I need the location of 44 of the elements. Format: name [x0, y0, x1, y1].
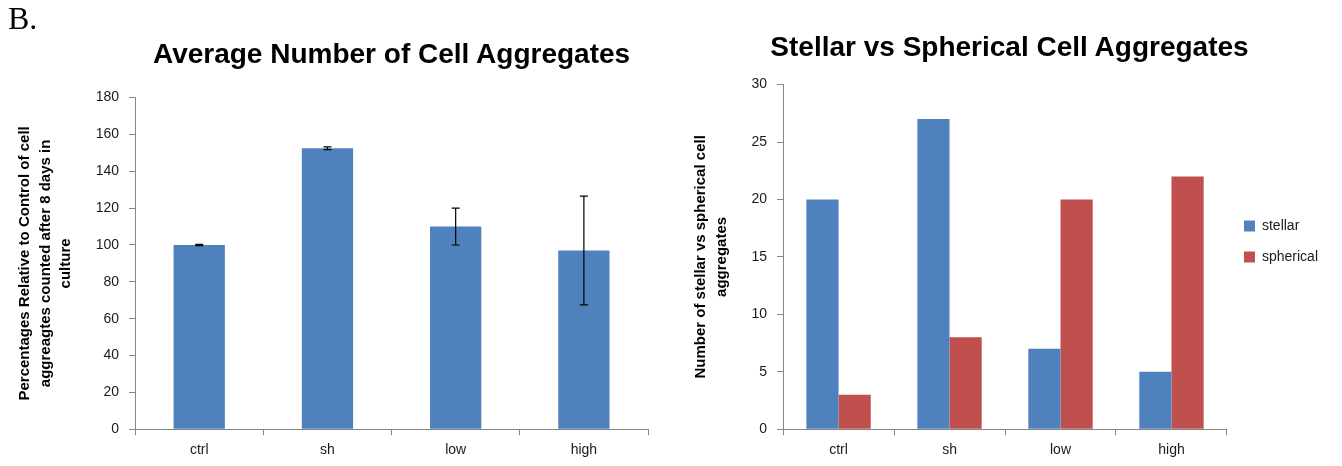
- chart-title: Average Number of Cell Aggregates: [152, 37, 631, 69]
- y-tick-label: 40: [103, 346, 120, 363]
- y-tick-label: 0: [111, 420, 120, 437]
- bar: [430, 226, 482, 429]
- bar: [949, 337, 982, 429]
- x-tick-label: low: [1050, 441, 1072, 458]
- y-axis-title: Percentages Relative to Control of cell aggreagtes counted after 8 days in culture: [15, 126, 73, 401]
- x-tick-label: sh: [320, 441, 335, 458]
- y-tick-label: 160: [95, 125, 120, 142]
- y-tick-label: 10: [751, 305, 768, 322]
- bar: [838, 394, 871, 429]
- y-tick-label: 120: [95, 198, 120, 215]
- x-tick-label: low: [445, 441, 468, 458]
- bar: [806, 199, 839, 429]
- y-tick-label: 60: [103, 309, 120, 326]
- y-tick-label: 80: [103, 272, 120, 289]
- bar: [558, 250, 610, 429]
- y-tick-label: 180: [95, 88, 120, 105]
- y-tick-label: 20: [103, 383, 120, 400]
- y-tick-label: 0: [759, 420, 768, 437]
- bar: [301, 148, 354, 429]
- bar: [173, 244, 225, 429]
- x-tick-label: high: [570, 441, 598, 458]
- bar: [1060, 199, 1093, 429]
- y-axis-title: Number of stellar vs spherical cell aggregates: [691, 135, 729, 379]
- legend-label: stellar: [1261, 216, 1300, 233]
- bar: [1171, 176, 1204, 429]
- bar: [1028, 348, 1061, 429]
- legend-label: spherical: [1261, 247, 1318, 264]
- x-tick-label: sh: [942, 441, 957, 458]
- y-tick-label: 100: [95, 235, 120, 252]
- x-tick-label: high: [1158, 441, 1185, 458]
- bar: [917, 119, 950, 429]
- y-tick-label: 20: [751, 190, 768, 207]
- x-tick-label: ctrl: [829, 441, 848, 458]
- text: B.: [8, 0, 38, 37]
- bar: [1139, 371, 1172, 429]
- y-tick-label: 25: [751, 132, 768, 149]
- x-tick-label: ctrl: [189, 441, 209, 458]
- y-tick-label: 140: [95, 162, 120, 179]
- y-tick-label: 15: [751, 247, 768, 264]
- y-tick-label: 30: [751, 75, 768, 92]
- y-tick-label: 5: [759, 362, 768, 379]
- chart-title: Stellar vs Spherical Cell Aggregates: [770, 30, 1249, 62]
